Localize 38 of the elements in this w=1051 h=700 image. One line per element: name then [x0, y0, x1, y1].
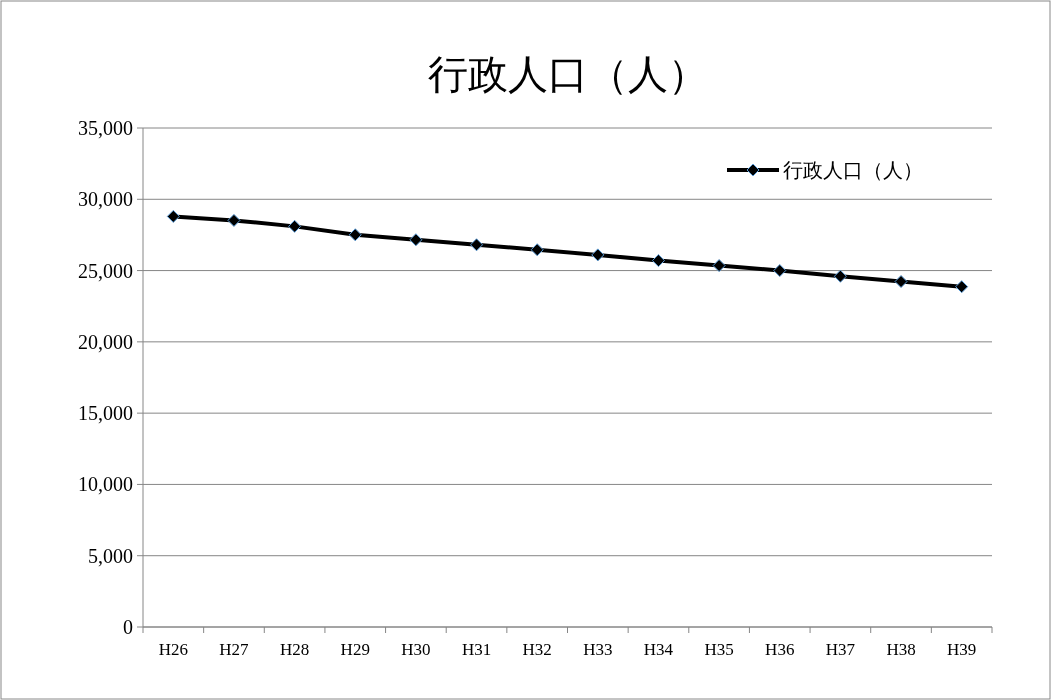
point	[894, 275, 908, 289]
x-tick-label: H37	[825, 639, 856, 659]
x-tick-label: H28	[279, 639, 310, 659]
x-tick-label: H39	[947, 639, 977, 659]
x-tick-label: H36	[765, 639, 795, 659]
x-tick-label: H29	[340, 639, 370, 659]
point	[530, 243, 544, 257]
x-tick-label: H26	[158, 639, 188, 659]
x-tick-label: H32	[522, 639, 552, 659]
y-tick-label: 35,000	[78, 117, 133, 139]
y-tick-label: 30,000	[78, 188, 133, 211]
point	[166, 209, 180, 223]
point	[955, 280, 969, 294]
y-tick-label: 5,000	[88, 544, 133, 567]
legend-label: 行政人口（人）	[783, 158, 923, 182]
point	[227, 213, 241, 227]
point	[348, 228, 362, 242]
x-tick-label: H30	[401, 639, 431, 659]
x-tick-label: H27	[219, 639, 250, 659]
point	[470, 238, 484, 252]
x-tick-label: H38	[886, 639, 916, 659]
point	[712, 259, 726, 273]
point	[591, 248, 605, 262]
point	[288, 219, 302, 233]
y-tick-label: 20,000	[78, 330, 133, 353]
point	[651, 254, 665, 268]
y-tick-label: 25,000	[78, 259, 133, 282]
x-tick-label: H33	[583, 639, 613, 659]
y-tick-label: 15,000	[78, 402, 133, 425]
x-tick-label: H31	[461, 639, 492, 659]
x-tick-label: H35	[704, 639, 734, 659]
x-tick-label: H34	[643, 639, 674, 659]
point	[833, 269, 847, 283]
chart-title: 行政人口（人）	[427, 51, 708, 97]
point	[773, 264, 787, 278]
point	[409, 233, 423, 247]
y-tick-label: 0	[123, 616, 133, 638]
y-tick-label: 10,000	[78, 473, 133, 496]
